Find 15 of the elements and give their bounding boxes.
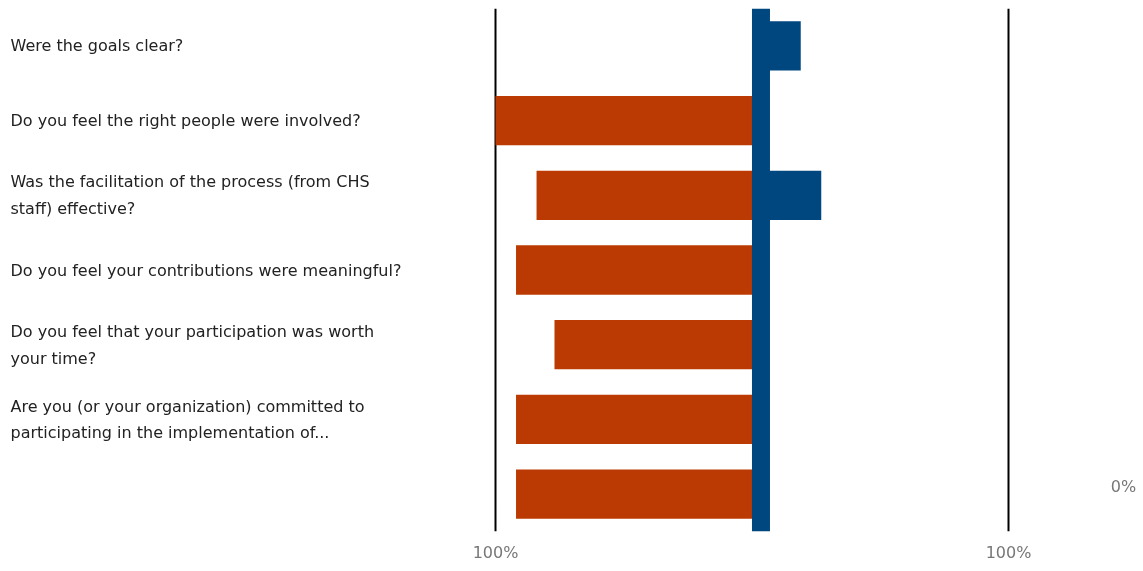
bar xyxy=(495,95,752,146)
x-tick-label: 100% xyxy=(472,542,519,562)
y-tick-label: Was the facilitation of the process (from CHS staff) effective? xyxy=(10,172,370,219)
bar xyxy=(516,394,752,445)
y-tick-label: Do you feel the right people were involved? xyxy=(10,111,361,131)
y-tick-label: Do you feel that your participation was worth your time? xyxy=(10,321,375,368)
bar xyxy=(554,320,752,370)
y-tick-label: Do you feel your contributions were meaningful? xyxy=(10,260,402,280)
x-tick-label: 100% xyxy=(985,542,1032,562)
text: 0% xyxy=(1110,476,1137,496)
y-tick-label: Are you (or your organization) committed to participating in the implementation of... xyxy=(10,396,365,443)
bar xyxy=(516,245,752,295)
bar xyxy=(516,469,752,519)
y-tick-label: Were the goals clear? xyxy=(10,36,184,56)
bar xyxy=(536,170,752,220)
